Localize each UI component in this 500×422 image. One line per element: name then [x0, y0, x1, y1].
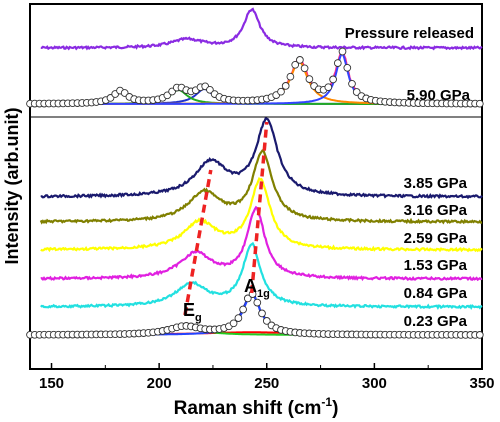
data-point: [475, 99, 484, 108]
series-line: [40, 205, 483, 282]
data-point: [206, 85, 214, 94]
trend-lines: [183, 121, 269, 316]
trend-line-a1g: [249, 121, 269, 294]
data-point: [324, 83, 333, 92]
series-line: [40, 241, 483, 311]
series-label: 3.85 GPa: [404, 175, 468, 192]
series-line: [40, 7, 483, 51]
data-point: [338, 47, 347, 56]
data-point: [281, 82, 290, 90]
data-points: [26, 47, 484, 339]
series-label: 0.84 GPa: [404, 285, 468, 302]
x-tick-label: 150: [39, 375, 64, 392]
data-point: [300, 64, 309, 73]
data-point: [296, 56, 304, 64]
series-labels: Pressure released 5.90 GPa 3.85 GPa 3.16 GP…: [345, 25, 474, 330]
data-point: [277, 87, 285, 96]
series-line: [40, 117, 483, 200]
series-label: 2.59 GPa: [404, 230, 468, 247]
a1g-mode-label: A1g: [244, 276, 270, 300]
data-point: [305, 75, 314, 83]
data-point: [239, 305, 247, 314]
data-point: [348, 79, 356, 88]
series-label: 0.23 GPa: [404, 313, 468, 330]
data-point: [234, 314, 243, 322]
data-point: [253, 298, 262, 307]
data-point: [333, 59, 342, 67]
series-line: [39, 149, 483, 225]
series-label: Pressure released: [345, 25, 474, 42]
x-axis-label: Raman shift (cm-1): [174, 395, 339, 419]
x-tick-label: 350: [469, 375, 494, 392]
data-point: [286, 72, 295, 81]
data-point: [352, 88, 361, 96]
x-tick-label: 200: [147, 375, 172, 392]
data-point: [343, 63, 352, 72]
series-label: 1.53 GPa: [404, 257, 468, 274]
data-point: [475, 331, 484, 339]
data-point: [329, 75, 337, 84]
series-label: 5.90 GPa: [407, 87, 471, 104]
data-point: [258, 309, 266, 318]
data-point: [262, 317, 271, 325]
plot-frame: [29, 3, 483, 370]
data-point: [243, 294, 252, 303]
x-tick-label: 250: [254, 375, 279, 392]
x-axis-ticks: 150 200 250 300 350: [39, 363, 495, 392]
eg-mode-label: Eg: [183, 300, 202, 324]
series-label: 3.16 GPa: [404, 202, 468, 219]
trend-line-eg: [183, 169, 213, 316]
series-line: [40, 176, 483, 253]
x-tick-label: 300: [362, 375, 387, 392]
data-point: [291, 60, 300, 69]
y-axis-label: Intensity (arb.unit): [2, 107, 22, 264]
data-point: [229, 319, 238, 328]
